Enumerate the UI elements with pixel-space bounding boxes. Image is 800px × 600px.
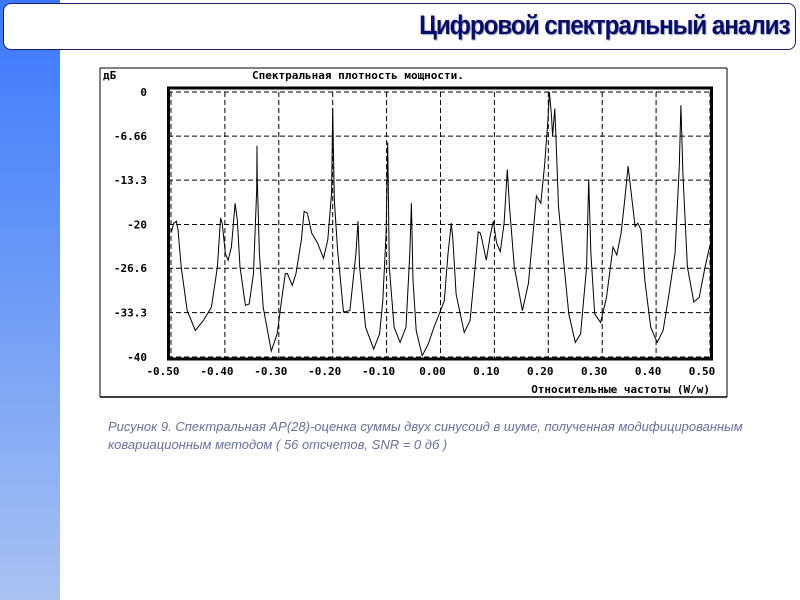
x-axis-label: Относительные частоты (W/w) (531, 383, 710, 396)
figure-caption: Рисунок 9. Спектральная АР(28)-оценка су… (108, 419, 743, 452)
slide-title: Цифровой спектральный анализ (418, 10, 790, 40)
x-tick-label: 0.10 (473, 365, 500, 378)
x-tick-labels: -0.50 -0.40 -0.30 -0.20 -0.10 0.00 0.10 0.20 0.3… (146, 365, 715, 378)
x-tick-label: -0.20 (308, 365, 341, 378)
y-tick-label: -33.3 (114, 307, 147, 320)
y-tick-labels: 0 -6.66 -13.3 -20 -26.6 -33.3 -40 (114, 86, 147, 364)
spectrum-line (171, 91, 711, 358)
chart-title: Спектральная плотность мощности. (252, 69, 464, 82)
grid (168, 91, 711, 360)
y-tick-label: -6.66 (114, 130, 147, 143)
psd-chart: дБ Спектральная плотность мощности. 0 -6.… (99, 67, 728, 398)
x-tick-label: 0.50 (689, 365, 716, 378)
x-tick-label: 0.30 (581, 365, 608, 378)
x-tick-label: -0.10 (362, 365, 395, 378)
decorative-side-stripe (0, 0, 60, 600)
x-tick-label: -0.50 (146, 365, 179, 378)
y-tick-label: -26.6 (114, 262, 147, 275)
x-tick-label: -0.30 (254, 365, 287, 378)
y-tick-label: -13.3 (114, 174, 147, 187)
x-tick-label: 0.40 (635, 365, 662, 378)
title-box: Цифровой спектральный анализ (3, 3, 796, 50)
x-tick-label: -0.40 (200, 365, 233, 378)
x-tick-label: 0.00 (419, 365, 446, 378)
x-tick-label: 0.20 (527, 365, 554, 378)
y-tick-label: 0 (140, 86, 147, 99)
plot-border (167, 86, 713, 361)
y-axis-unit-label: дБ (103, 69, 117, 82)
y-tick-label: -20 (127, 219, 147, 232)
y-tick-label: -40 (127, 351, 147, 364)
